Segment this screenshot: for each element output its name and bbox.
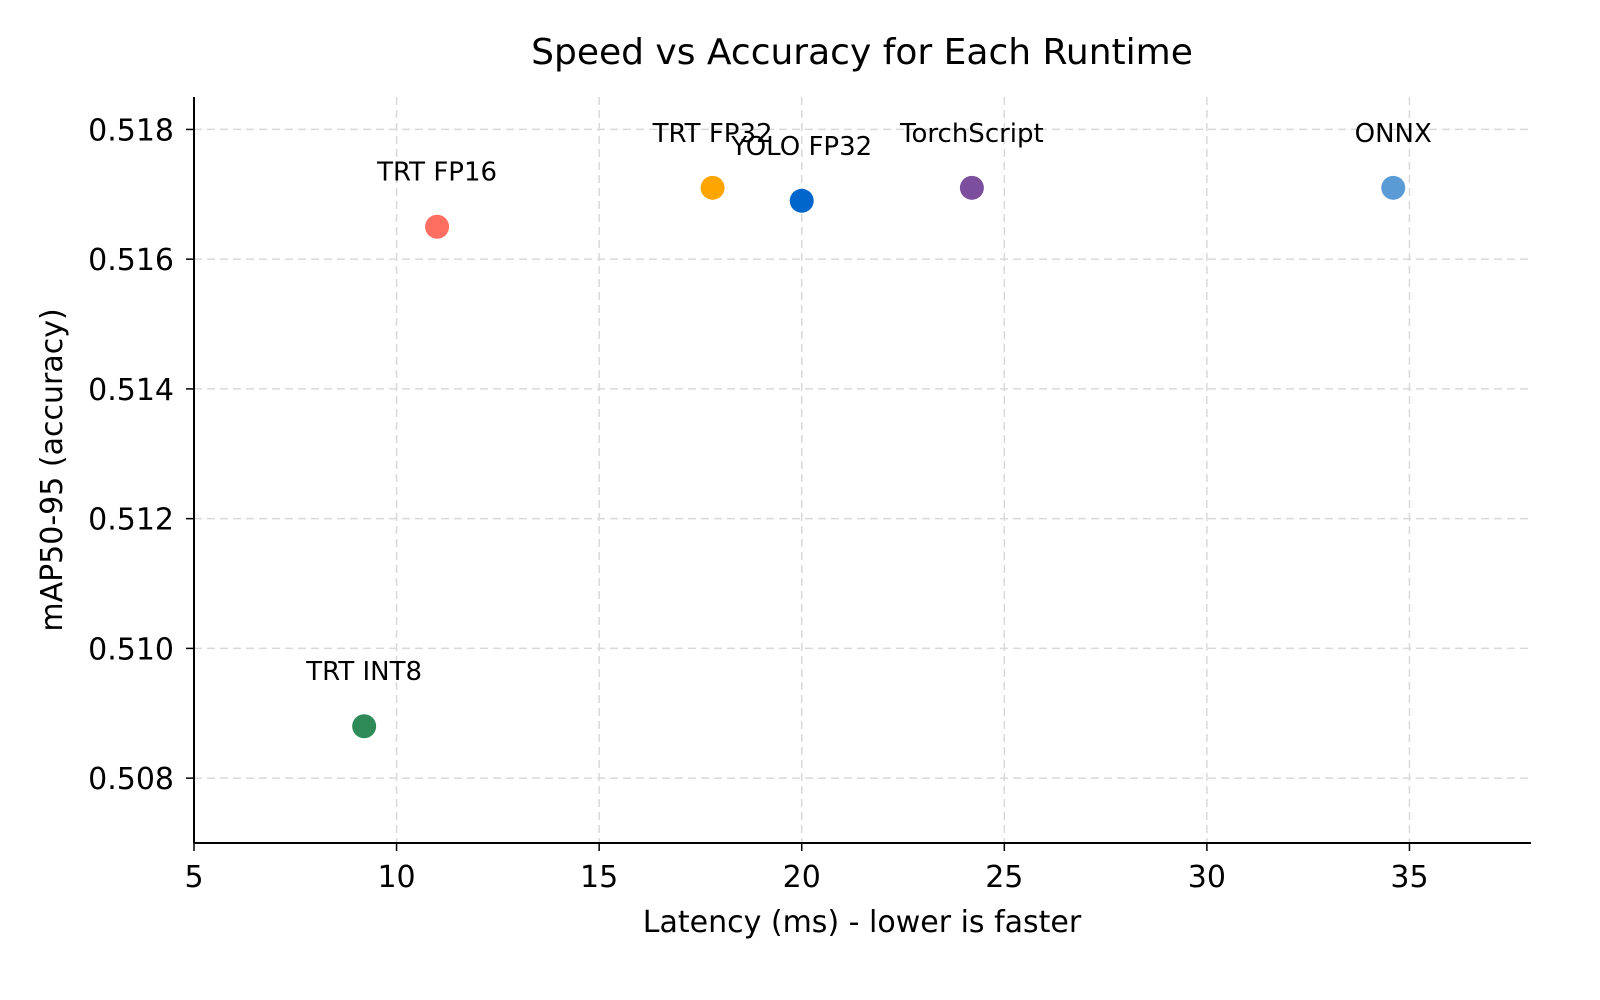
- y-axis-label: mAP50-95 (accuracy): [35, 308, 70, 631]
- data-point-label: TRT FP32: [652, 119, 773, 149]
- data-point: [1381, 175, 1406, 200]
- y-axis-ticks: 0.508 0.510 0.512 0.514 0.516 0.518: [88, 113, 194, 797]
- x-axis-ticks: 5 10 15 20 25 30 35: [184, 843, 1429, 895]
- x-tick-label: 5: [184, 860, 203, 895]
- x-tick-label: 15: [580, 860, 618, 895]
- y-tick-label: 0.518: [88, 113, 174, 148]
- x-tick-label: 35: [1390, 860, 1428, 895]
- y-tick-label: 0.512: [88, 503, 174, 538]
- x-axis-label: Latency (ms) - lower is faster: [643, 905, 1082, 940]
- x-tick-label: 25: [985, 860, 1023, 895]
- y-tick-label: 0.516: [88, 243, 174, 278]
- axes: [193, 97, 1531, 844]
- data-points: [352, 175, 1406, 739]
- data-point-label: YOLO FP32: [730, 132, 872, 162]
- data-point: [425, 214, 450, 239]
- y-tick-label: 0.510: [88, 632, 174, 667]
- y-tick-label: 0.514: [88, 373, 174, 408]
- data-point: [959, 175, 984, 200]
- data-point-label: TRT FP16: [376, 158, 497, 188]
- grid-lines: [194, 97, 1531, 843]
- data-point-label: ONNX: [1355, 119, 1432, 149]
- x-tick-label: 30: [1188, 860, 1226, 895]
- data-point: [700, 175, 725, 200]
- x-tick-label: 10: [377, 860, 415, 895]
- x-tick-label: 20: [783, 860, 821, 895]
- chart-title: Speed vs Accuracy for Each Runtime: [531, 32, 1193, 73]
- y-tick-label: 0.508: [88, 762, 174, 797]
- data-point-label: TorchScript: [899, 119, 1044, 149]
- data-point: [352, 714, 377, 739]
- data-point: [789, 188, 814, 213]
- data-point-label: TRT INT8: [305, 657, 422, 687]
